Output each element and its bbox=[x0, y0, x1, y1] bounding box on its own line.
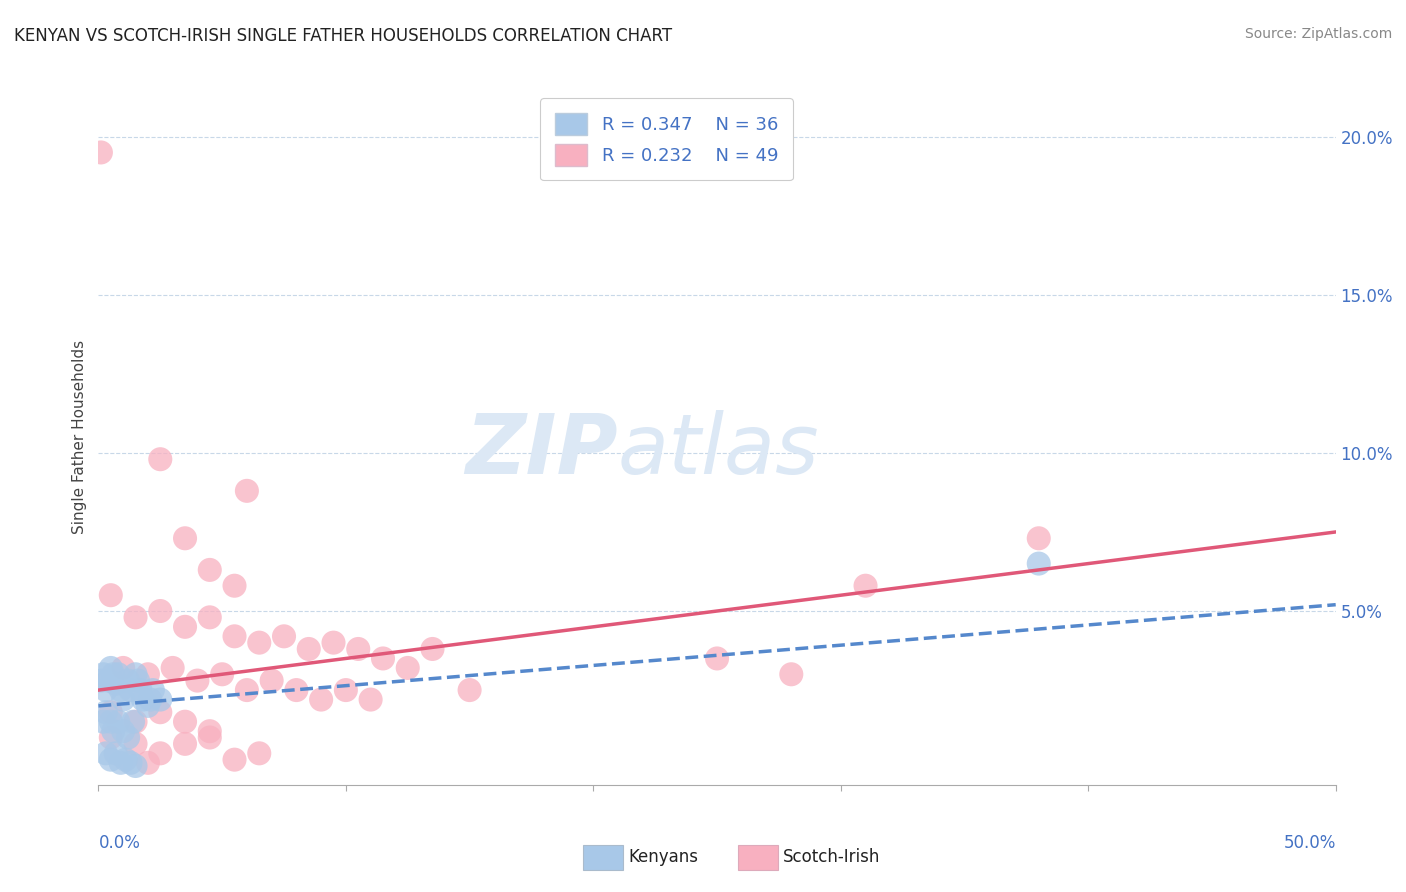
Text: Source: ZipAtlas.com: Source: ZipAtlas.com bbox=[1244, 27, 1392, 41]
Point bbox=[322, 635, 344, 649]
Point bbox=[149, 692, 172, 706]
Point bbox=[122, 714, 145, 729]
Point bbox=[100, 588, 122, 602]
Point bbox=[236, 483, 259, 498]
Point bbox=[139, 692, 162, 706]
Point bbox=[127, 673, 149, 688]
Point bbox=[174, 714, 197, 729]
Point bbox=[224, 579, 246, 593]
Point bbox=[198, 724, 221, 739]
Point bbox=[211, 667, 233, 681]
Point bbox=[149, 747, 172, 761]
Point bbox=[100, 714, 122, 729]
Point bbox=[97, 673, 120, 688]
Point bbox=[124, 759, 146, 773]
Text: Kenyans: Kenyans bbox=[628, 848, 699, 866]
Point bbox=[247, 635, 270, 649]
Point bbox=[117, 673, 139, 688]
Point bbox=[136, 667, 159, 681]
Point bbox=[162, 661, 184, 675]
Point bbox=[100, 661, 122, 675]
Point bbox=[1028, 531, 1050, 545]
Text: atlas: atlas bbox=[619, 410, 820, 491]
Text: ZIP: ZIP bbox=[465, 410, 619, 491]
Point bbox=[103, 724, 125, 739]
Point bbox=[706, 651, 728, 665]
Point bbox=[149, 604, 172, 618]
Point bbox=[174, 737, 197, 751]
Text: 50.0%: 50.0% bbox=[1284, 834, 1336, 852]
Point bbox=[198, 610, 221, 624]
Point bbox=[117, 731, 139, 745]
Point bbox=[236, 683, 259, 698]
Point bbox=[112, 661, 135, 675]
Point bbox=[100, 753, 122, 767]
Point bbox=[112, 692, 135, 706]
Text: KENYAN VS SCOTCH-IRISH SINGLE FATHER HOUSEHOLDS CORRELATION CHART: KENYAN VS SCOTCH-IRISH SINGLE FATHER HOU… bbox=[14, 27, 672, 45]
Point bbox=[107, 667, 129, 681]
Point bbox=[104, 747, 127, 761]
Point bbox=[360, 692, 382, 706]
Point bbox=[335, 683, 357, 698]
Point bbox=[90, 673, 112, 688]
Point bbox=[132, 692, 155, 706]
Text: 0.0%: 0.0% bbox=[98, 834, 141, 852]
Point bbox=[273, 629, 295, 643]
Point bbox=[224, 629, 246, 643]
Point bbox=[298, 642, 321, 657]
Point bbox=[129, 683, 152, 698]
Point bbox=[422, 642, 444, 657]
Point bbox=[174, 620, 197, 634]
Point bbox=[120, 683, 142, 698]
Point bbox=[107, 714, 129, 729]
Point bbox=[112, 724, 135, 739]
Point bbox=[855, 579, 877, 593]
Point bbox=[110, 756, 132, 770]
Y-axis label: Single Father Households: Single Father Households bbox=[72, 340, 87, 534]
Point bbox=[149, 452, 172, 467]
Point bbox=[347, 642, 370, 657]
Point bbox=[136, 756, 159, 770]
Point bbox=[371, 651, 394, 665]
Point bbox=[93, 714, 115, 729]
Point bbox=[285, 683, 308, 698]
Point bbox=[136, 698, 159, 713]
Point bbox=[309, 692, 332, 706]
Point bbox=[93, 667, 115, 681]
Point bbox=[90, 145, 112, 160]
Point bbox=[103, 667, 125, 681]
Point bbox=[142, 683, 165, 698]
Point bbox=[94, 705, 117, 719]
Point bbox=[247, 747, 270, 761]
Point bbox=[198, 563, 221, 577]
Point bbox=[124, 610, 146, 624]
Point bbox=[198, 731, 221, 745]
Point bbox=[104, 677, 127, 691]
Point bbox=[458, 683, 481, 698]
Point bbox=[124, 667, 146, 681]
Point bbox=[396, 661, 419, 675]
Text: Scotch-Irish: Scotch-Irish bbox=[783, 848, 880, 866]
Legend: R = 0.347    N = 36, R = 0.232    N = 49: R = 0.347 N = 36, R = 0.232 N = 49 bbox=[540, 98, 793, 180]
Point bbox=[224, 753, 246, 767]
Point bbox=[149, 705, 172, 719]
Point bbox=[114, 753, 136, 767]
Point bbox=[124, 737, 146, 751]
Point bbox=[124, 714, 146, 729]
Point bbox=[174, 531, 197, 545]
Point bbox=[120, 756, 142, 770]
Point bbox=[1028, 557, 1050, 571]
Point bbox=[186, 673, 208, 688]
Point bbox=[100, 705, 122, 719]
Point bbox=[94, 747, 117, 761]
Point bbox=[110, 683, 132, 698]
Point bbox=[94, 683, 117, 698]
Point bbox=[780, 667, 803, 681]
Point bbox=[100, 731, 122, 745]
Point bbox=[260, 673, 283, 688]
